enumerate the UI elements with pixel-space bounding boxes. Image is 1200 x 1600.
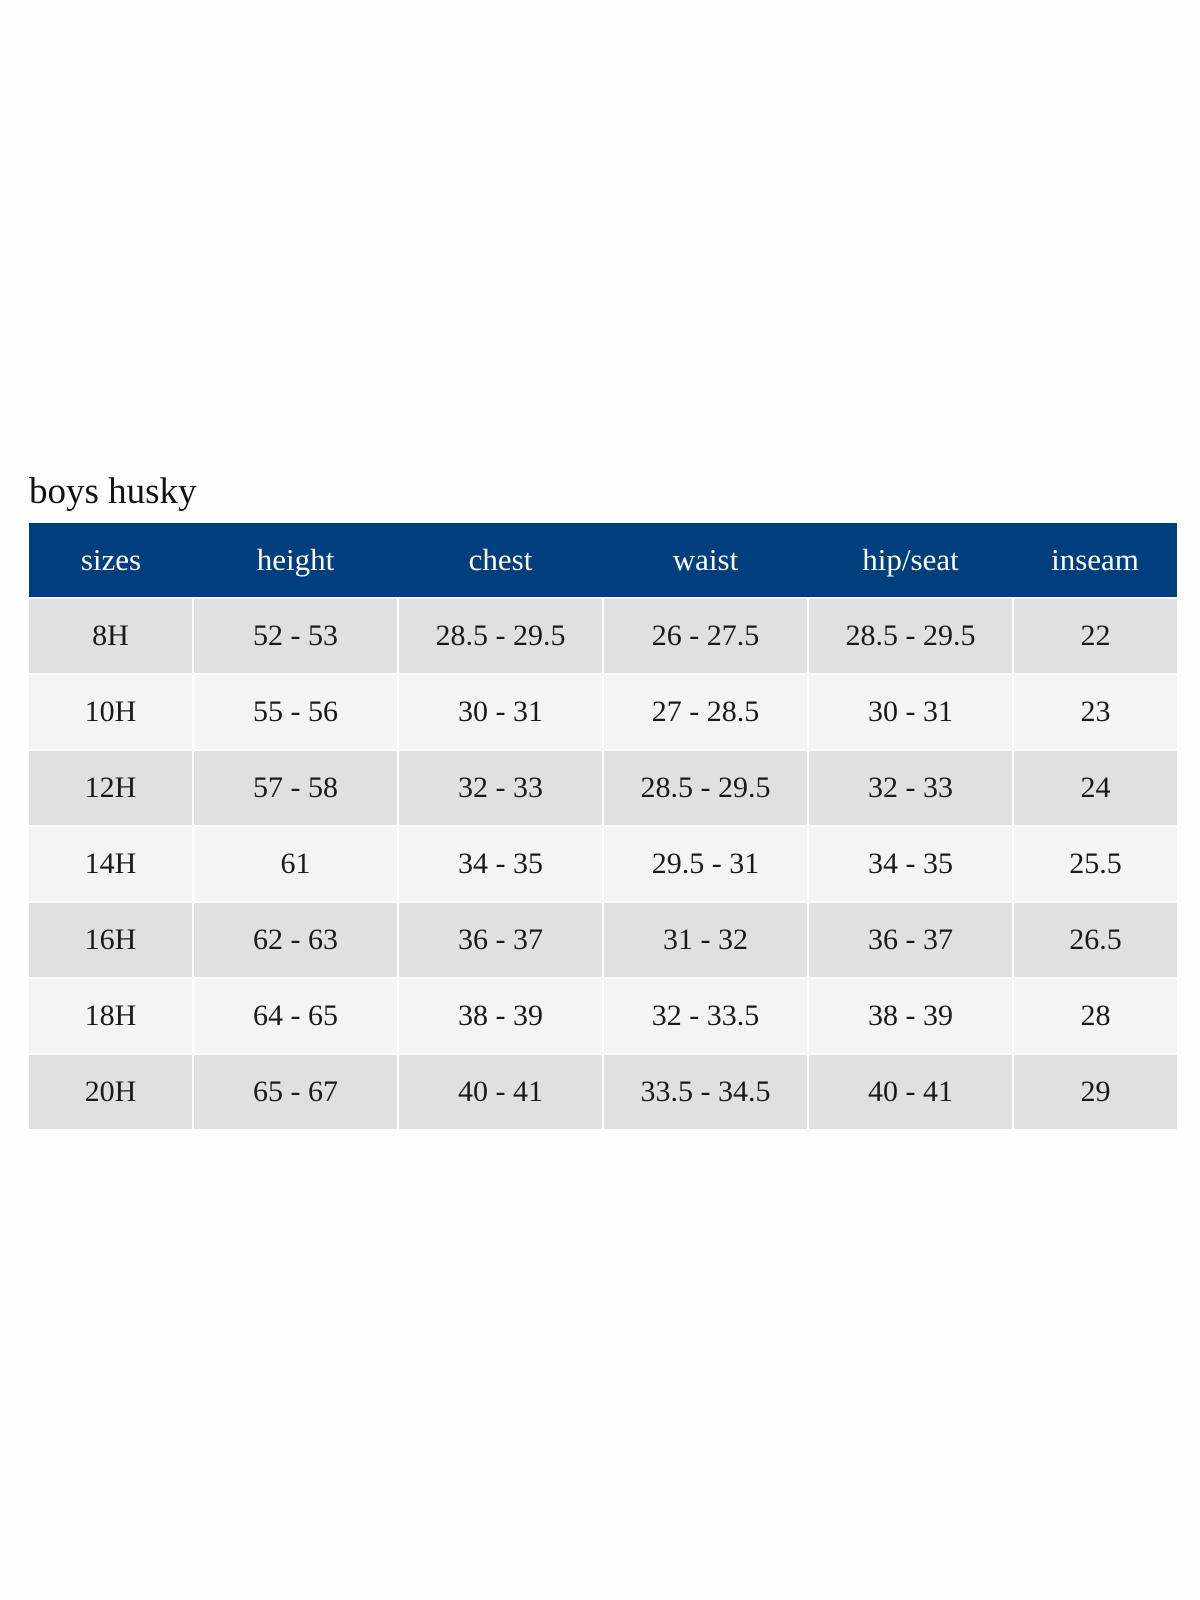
table-row: 20H 65 - 67 40 - 41 33.5 - 34.5 40 - 41 29 xyxy=(29,1053,1177,1129)
table-cell: 30 - 31 xyxy=(397,673,603,750)
chart-title: boys husky xyxy=(29,471,197,512)
column-header-inseam: inseam xyxy=(1013,523,1177,598)
table-cell: 28.5 - 29.5 xyxy=(807,597,1013,674)
table-cell: 22 xyxy=(1012,597,1177,674)
table-cell: 38 - 39 xyxy=(397,977,603,1054)
table-cell: 52 - 53 xyxy=(192,597,398,674)
table-cell: 32 - 33.5 xyxy=(602,977,808,1054)
table-cell: 10H xyxy=(29,673,193,750)
table-row: 8H 52 - 53 28.5 - 29.5 26 - 27.5 28.5 - 29.5… xyxy=(29,597,1177,674)
table-cell: 32 - 33 xyxy=(807,749,1013,826)
table-cell: 33.5 - 34.5 xyxy=(602,1053,808,1129)
table-cell: 36 - 37 xyxy=(807,901,1013,978)
column-header-hip-seat: hip/seat xyxy=(808,523,1013,598)
table-row: 14H 61 34 - 35 29.5 - 31 34 - 35 25.5 xyxy=(29,825,1177,902)
column-header-height: height xyxy=(193,523,398,598)
table-cell: 34 - 35 xyxy=(397,825,603,902)
table-cell: 28.5 - 29.5 xyxy=(602,749,808,826)
table-cell: 20H xyxy=(29,1053,193,1129)
table-cell: 32 - 33 xyxy=(397,749,603,826)
column-header-waist: waist xyxy=(603,523,808,598)
table-cell: 18H xyxy=(29,977,193,1054)
table-cell: 25.5 xyxy=(1012,825,1177,902)
header-row: sizes height chest waist hip/seat inseam xyxy=(29,523,1177,598)
table-row: 18H 64 - 65 38 - 39 32 - 33.5 38 - 39 28 xyxy=(29,977,1177,1054)
table-cell: 14H xyxy=(29,825,193,902)
table-cell: 26 - 27.5 xyxy=(602,597,808,674)
table-row: 10H 55 - 56 30 - 31 27 - 28.5 30 - 31 23 xyxy=(29,673,1177,750)
table-cell: 24 xyxy=(1012,749,1177,826)
table-cell: 30 - 31 xyxy=(807,673,1013,750)
table-cell: 38 - 39 xyxy=(807,977,1013,1054)
table-cell: 57 - 58 xyxy=(192,749,398,826)
table-cell: 28 xyxy=(1012,977,1177,1054)
table-cell: 23 xyxy=(1012,673,1177,750)
table-cell: 8H xyxy=(29,597,193,674)
column-header-chest: chest xyxy=(398,523,603,598)
table-cell: 65 - 67 xyxy=(192,1053,398,1129)
table-cell: 16H xyxy=(29,901,193,978)
table-cell: 36 - 37 xyxy=(397,901,603,978)
table-cell: 26.5 xyxy=(1012,901,1177,978)
table-row: 12H 57 - 58 32 - 33 28.5 - 29.5 32 - 33 24 xyxy=(29,749,1177,826)
table-cell: 40 - 41 xyxy=(807,1053,1013,1129)
table-cell: 34 - 35 xyxy=(807,825,1013,902)
column-header-sizes: sizes xyxy=(29,523,193,598)
table-cell: 28.5 - 29.5 xyxy=(397,597,603,674)
table-cell: 61 xyxy=(192,825,398,902)
table-row: 16H 62 - 63 36 - 37 31 - 32 36 - 37 26.5 xyxy=(29,901,1177,978)
size-chart-table: sizes height chest waist hip/seat inseam 8H 52… xyxy=(29,523,1177,1129)
table-cell: 31 - 32 xyxy=(602,901,808,978)
table-cell: 62 - 63 xyxy=(192,901,398,978)
table-cell: 29.5 - 31 xyxy=(602,825,808,902)
table-cell: 12H xyxy=(29,749,193,826)
table-cell: 64 - 65 xyxy=(192,977,398,1054)
table-cell: 40 - 41 xyxy=(397,1053,603,1129)
table-cell: 55 - 56 xyxy=(192,673,398,750)
table-cell: 27 - 28.5 xyxy=(602,673,808,750)
table-cell: 29 xyxy=(1012,1053,1177,1129)
